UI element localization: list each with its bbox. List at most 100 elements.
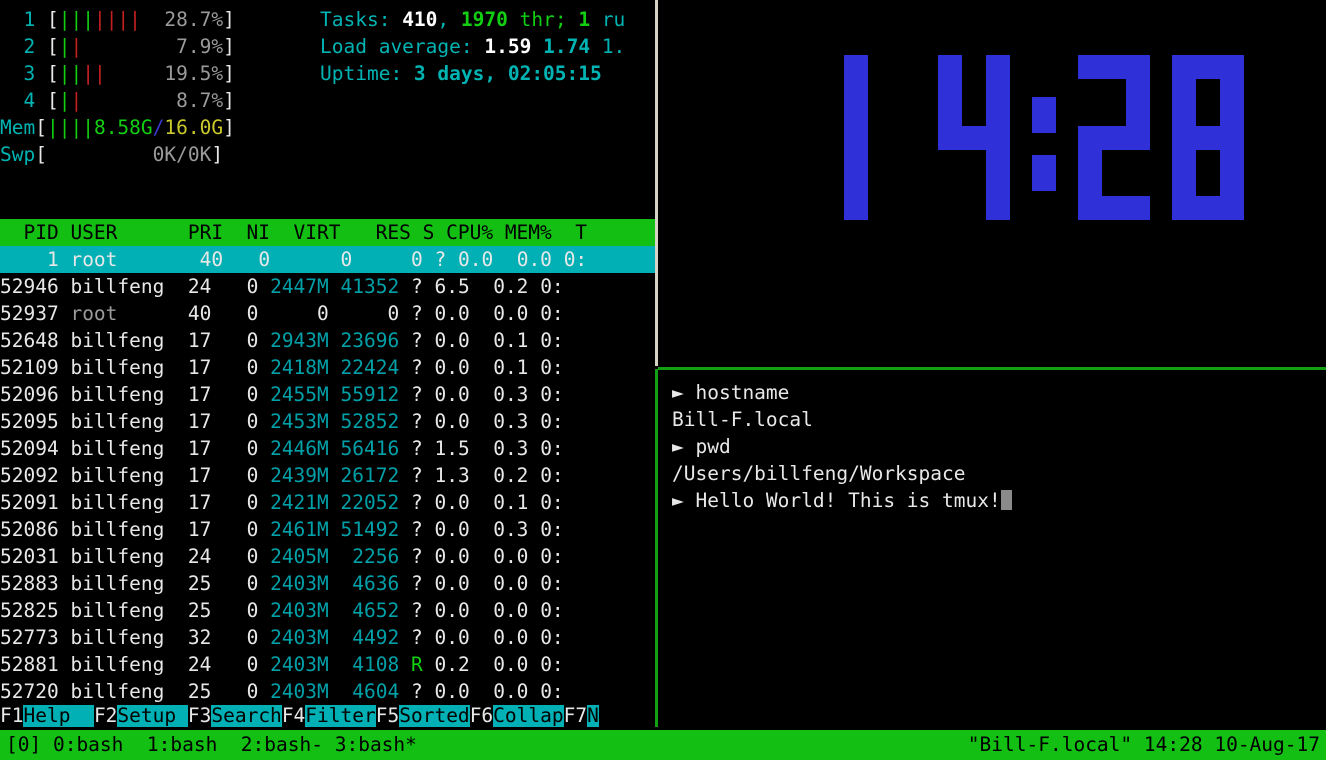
function-key-bar[interactable]: F1Help F2Setup F3SearchF4FilterF5SortedF…	[0, 705, 655, 727]
process-user: billfeng	[70, 356, 165, 379]
process-cpu-percent: 0.0	[434, 410, 470, 433]
process-row[interactable]: 52937 root 40 0 0 0 ? 0.0 0.0 0:	[0, 300, 655, 327]
pane-divider-vertical-top[interactable]	[655, 0, 658, 366]
process-state: ?	[410, 383, 423, 406]
process-row[interactable]: 52092 billfeng 17 0 2439M 26172 ? 1.3 0.…	[0, 462, 655, 489]
process-pid: 52094	[0, 437, 59, 460]
cell-gap	[399, 545, 411, 568]
htop-pane[interactable]: 1 [||||||| 28.7%] 2 [|| 7.9%] 3 [|||| 19…	[0, 0, 655, 727]
process-res: 0	[340, 302, 400, 325]
process-time: 0:	[540, 356, 564, 379]
function-key-label-n[interactable]: N	[587, 705, 599, 727]
cell-gap	[59, 410, 71, 433]
cell-gap	[423, 275, 435, 298]
cell-gap	[164, 653, 187, 676]
meter-bracket-open: [	[35, 116, 47, 139]
tasks-line: Tasks: 410, 1970 thr; 1 ru	[320, 6, 625, 33]
cell-gap	[399, 464, 411, 487]
cell-gap	[211, 599, 246, 622]
cpu-meter-3: 3 [|||| 19.5%]	[0, 60, 655, 87]
process-row[interactable]: 52883 billfeng 25 0 2403M 4636 ? 0.0 0.0…	[0, 570, 655, 597]
process-mem-percent: 0.0	[493, 302, 529, 325]
process-row[interactable]: 1 root 40 0 0 0 ? 0.0 0.0 0:	[0, 246, 655, 273]
process-nice: 0	[246, 680, 259, 703]
cell-gap	[552, 248, 564, 271]
shell-pane[interactable]: ► hostname Bill-F.local ► pwd/Users/billfe…	[662, 371, 1326, 727]
process-row[interactable]: 52094 billfeng 17 0 2446M 56416 ? 1.5 0.…	[0, 435, 655, 462]
cell-gap	[59, 491, 71, 514]
process-row[interactable]: 52773 billfeng 32 0 2403M 4492 ? 0.0 0.0…	[0, 624, 655, 651]
function-key-label-collap[interactable]: Collap	[493, 705, 564, 727]
process-table-header[interactable]: PID USER PRI NI VIRT RES S CPU% MEM% T	[0, 219, 655, 246]
cell-gap	[258, 680, 270, 703]
meter-bars-low: ||	[58, 62, 83, 85]
process-res: 51492	[340, 518, 400, 541]
uptime-line: Uptime: 3 days, 02:05:15	[320, 60, 625, 87]
cell-gap	[258, 626, 270, 649]
cell-gap	[164, 572, 187, 595]
cpu-meter-percent: 28.7%	[164, 8, 224, 31]
cell-gap	[528, 626, 540, 649]
tmux-window-list[interactable]: [0] 0:bash 1:bash 2:bash- 3:bash*	[6, 733, 417, 756]
function-key-label-sorted[interactable]: Sorted	[399, 705, 470, 727]
cell-gap	[399, 491, 411, 514]
pane-divider-horizontal[interactable]	[658, 367, 1326, 370]
function-key-label-setup[interactable]: Setup	[117, 705, 188, 727]
process-state: ?	[410, 680, 423, 703]
function-key-number-f4[interactable]: F4	[281, 705, 306, 727]
process-state: ?	[410, 302, 423, 325]
process-row[interactable]: 52946 billfeng 24 0 2447M 41352 ? 6.5 0.…	[0, 273, 655, 300]
cell-gap	[59, 329, 71, 352]
function-key-label-filter[interactable]: Filter	[305, 705, 376, 727]
process-row[interactable]: 52091 billfeng 17 0 2421M 22052 ? 0.0 0.…	[0, 489, 655, 516]
memory-meter-label: Mem	[0, 116, 36, 139]
process-mem-percent: 0.1	[493, 329, 529, 352]
cell-gap	[59, 518, 71, 541]
process-res: 4604	[340, 680, 400, 703]
cell-gap	[329, 356, 341, 379]
process-row[interactable]: 52109 billfeng 17 0 2418M 22424 ? 0.0 0.…	[0, 354, 655, 381]
pane-divider-vertical-bottom[interactable]	[655, 369, 658, 727]
meter-bracket-close: ]	[223, 62, 235, 85]
cell-gap	[211, 329, 246, 352]
function-key-number-f7[interactable]: F7	[563, 705, 588, 727]
meter-empty	[106, 62, 165, 85]
function-key-label-search[interactable]: Search	[211, 705, 282, 727]
cell-gap	[470, 410, 493, 433]
process-row[interactable]: 52086 billfeng 17 0 2461M 51492 ? 0.0 0.…	[0, 516, 655, 543]
function-key-label-help[interactable]: Help	[23, 705, 94, 727]
prompt-arrow-icon: ►	[672, 381, 696, 404]
process-row[interactable]: 52881 billfeng 24 0 2403M 4108 R 0.2 0.0…	[0, 651, 655, 678]
cell-gap	[528, 275, 540, 298]
process-row[interactable]: 52720 billfeng 25 0 2403M 4604 ? 0.0 0.0…	[0, 678, 655, 705]
tmux-status-bar[interactable]: [0] 0:bash 1:bash 2:bash- 3:bash* "Bill-…	[0, 730, 1326, 760]
process-table[interactable]: PID USER PRI NI VIRT RES S CPU% MEM% T 1…	[0, 219, 655, 705]
process-row[interactable]: 52095 billfeng 17 0 2453M 52852 ? 0.0 0.…	[0, 408, 655, 435]
function-key-number-f5[interactable]: F5	[375, 705, 400, 727]
process-nice: 0	[246, 626, 259, 649]
process-user: billfeng	[70, 437, 165, 460]
cell-gap	[59, 599, 71, 622]
cell-gap	[399, 572, 411, 595]
process-row[interactable]: 52096 billfeng 17 0 2455M 55912 ? 0.0 0.…	[0, 381, 655, 408]
process-mem-percent: 0.1	[493, 491, 529, 514]
process-row[interactable]: 52648 billfeng 17 0 2943M 23696 ? 0.0 0.…	[0, 327, 655, 354]
function-key-number-f3[interactable]: F3	[187, 705, 212, 727]
cpu-meter-percent: 7.9%	[176, 35, 224, 58]
process-nice: 0	[246, 410, 259, 433]
process-row[interactable]: 52031 billfeng 24 0 2405M 2256 ? 0.0 0.0…	[0, 543, 655, 570]
process-pid: 52883	[0, 572, 59, 595]
thread-count: 1970	[460, 8, 508, 31]
process-virt: 2943M	[270, 329, 329, 352]
shell-command-line: ► Hello World! This is tmux!	[672, 487, 1326, 514]
cell-gap	[329, 599, 341, 622]
function-key-number-f2[interactable]: F2	[93, 705, 118, 727]
function-key-number-f1[interactable]: F1	[0, 705, 24, 727]
meter-bars-low: |	[58, 89, 71, 112]
clock-pane[interactable]	[662, 0, 1326, 366]
cell-gap	[329, 545, 341, 568]
cell-gap	[399, 599, 411, 622]
process-res: 41352	[340, 275, 400, 298]
process-row[interactable]: 52825 billfeng 25 0 2403M 4652 ? 0.0 0.0…	[0, 597, 655, 624]
function-key-number-f6[interactable]: F6	[469, 705, 494, 727]
